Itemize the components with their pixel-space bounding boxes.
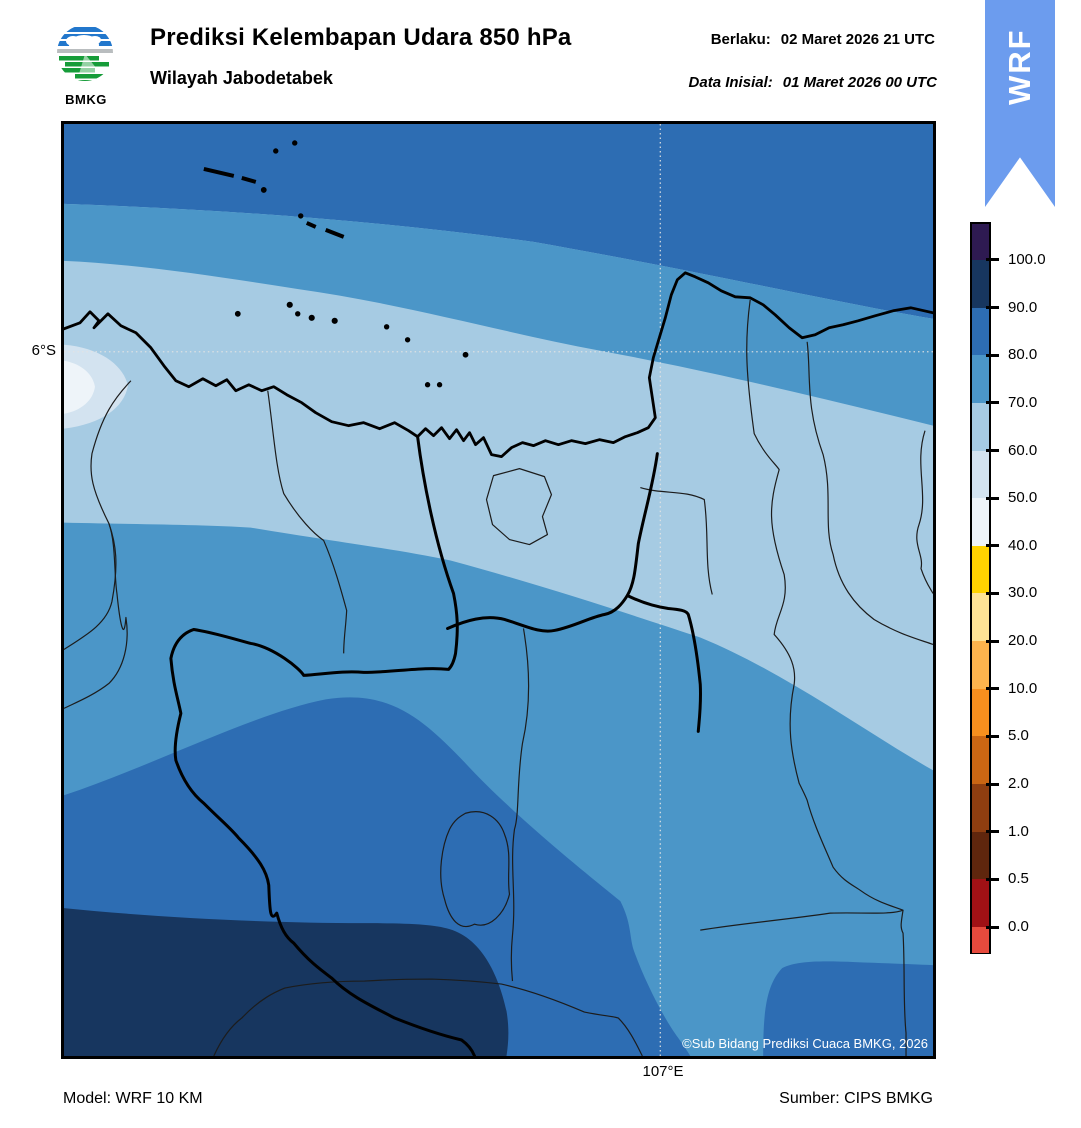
longitude-label: 107°E (642, 1063, 684, 1080)
wrf-ribbon: WRF (985, 0, 1055, 207)
band-80-90-southeast (763, 961, 933, 1056)
colorbar-tick-label: 50.0 (1008, 489, 1038, 507)
colorbar-tick-label: 0.0 (1008, 918, 1029, 936)
colorbar-segment (972, 355, 989, 404)
colorbar-tick (986, 830, 999, 834)
band-40-50 (64, 360, 95, 414)
colorbar-tick (986, 449, 999, 452)
colorbar-tick-label: 90.0 (1008, 298, 1038, 316)
colorbar-tick-label: 40.0 (1008, 536, 1038, 554)
copyright-label: ©Sub Bidang Prediksi Cuaca BMKG, 2026 (682, 1036, 928, 1051)
colorbar-segment (972, 831, 989, 880)
colorbar-tick (986, 591, 999, 595)
source-label: Sumber: CIPS BMKG (779, 1090, 933, 1107)
colorbar-tick (986, 877, 999, 881)
colorbar-tick-label: 1.0 (1008, 822, 1029, 840)
colorbar-tick-label: 10.0 (1008, 679, 1038, 697)
islands (203, 140, 469, 388)
colorbar-wrapper: 100.0 90.0 80.0 70.0 60.0 50.0 40.0 30.0 20.0 10.… (970, 222, 1081, 954)
colorbar-tick (986, 306, 999, 310)
colorbar-tick-label: 5.0 (1008, 727, 1029, 745)
colorbar-segment (972, 736, 989, 785)
regency-boundaries (64, 299, 933, 1056)
colorbar-segment (972, 784, 989, 833)
valid-time-value: 02 Maret 2026 21 UTC (780, 31, 935, 48)
bmkg-logo-graphic (57, 25, 113, 81)
colorbar-tick (986, 401, 999, 405)
colorbar-segment (972, 450, 989, 499)
province-boundaries (169, 435, 703, 1056)
colorbar-segment (972, 641, 989, 690)
colorbar-tick-label: 60.0 (1008, 441, 1038, 459)
colorbar-segment (972, 879, 989, 928)
colorbar-tick (986, 544, 999, 548)
band-70-80-north (64, 203, 933, 426)
wrf-ribbon-label: WRF (1002, 28, 1037, 105)
colorbar-tick-label: 2.0 (1008, 775, 1029, 793)
bmkg-logo-text: BMKG (65, 92, 107, 107)
colorbar-tick (986, 782, 999, 786)
initial-data-time: Data Inisial: 01 Maret 2026 00 UTC (689, 74, 937, 91)
colorbar-tick (986, 496, 999, 500)
humidity-map (61, 121, 936, 1059)
colorbar-tick (986, 734, 999, 738)
latitude-label: 6°S (31, 342, 56, 359)
colorbar-segment (972, 224, 989, 261)
page-title: Prediksi Kelembapan Udara 850 hPa (150, 24, 572, 51)
humidity-contour-map (64, 124, 933, 1056)
bmkg-logo: BMKG (55, 16, 117, 108)
colorbar-segment (972, 927, 989, 953)
colorbar-segment (972, 402, 989, 452)
colorbar-tick-label: 80.0 (1008, 346, 1038, 364)
colorbar-segment (972, 498, 989, 547)
colorbar-tick (986, 925, 999, 929)
initial-data-label: Data Inisial: (688, 74, 773, 91)
valid-time: Berlaku: 02 Maret 2026 21 UTC (711, 31, 935, 48)
graticule (64, 124, 933, 1056)
coastline (64, 271, 933, 459)
colorbar-segment (972, 259, 989, 309)
colorbar-tick-label: 100.0 (1008, 250, 1046, 268)
colorbar-tick-label: 20.0 (1008, 632, 1038, 650)
colorbar-segment (972, 307, 989, 356)
band-80-90-north (64, 124, 933, 319)
colorbar-segment (972, 545, 989, 595)
colorbar-tick-label: 70.0 (1008, 393, 1038, 411)
model-label: Model: WRF 10 KM (63, 1090, 203, 1107)
colorbar-tick-label: 30.0 (1008, 584, 1038, 602)
colorbar-tick (986, 258, 999, 262)
colorbar-tick (986, 353, 999, 357)
initial-data-value: 01 Maret 2026 00 UTC (782, 74, 937, 91)
colorbar-tick-label: 0.5 (1008, 870, 1029, 888)
colorbar (970, 222, 991, 954)
page-subtitle: Wilayah Jabodetabek (150, 68, 333, 88)
colorbar-tick (986, 639, 999, 643)
colorbar-segment (972, 688, 989, 738)
colorbar-segment (972, 593, 989, 642)
valid-time-label: Berlaku: (710, 31, 771, 48)
colorbar-tick (986, 687, 999, 691)
